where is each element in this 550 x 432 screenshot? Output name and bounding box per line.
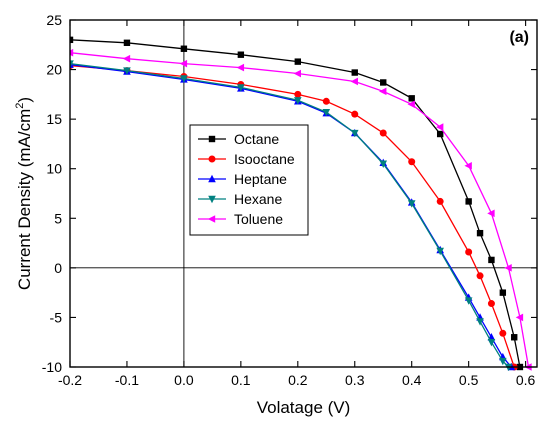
- data-point-isooctane: [294, 90, 302, 98]
- data-point-octane: [70, 36, 74, 44]
- data-point-toluene: [487, 209, 495, 218]
- data-point-octane: [294, 58, 302, 65]
- x-axis-title: Volatage (V): [257, 398, 351, 417]
- data-point-hexane: [487, 339, 496, 347]
- data-point-toluene: [122, 54, 131, 63]
- data-point-octane: [237, 51, 245, 58]
- data-point-hexane: [322, 109, 331, 117]
- data-point-octane: [465, 198, 472, 205]
- legend-marker-isooctane: [208, 155, 216, 163]
- data-point-octane: [408, 95, 415, 102]
- y-tick-label: -10: [42, 359, 62, 375]
- data-point-toluene: [435, 123, 444, 131]
- legend-marker-hexane: [208, 195, 216, 204]
- y-tick-label: 10: [46, 161, 62, 177]
- data-point-isooctane: [408, 158, 416, 166]
- data-point-hexane: [379, 160, 388, 168]
- legend-label-toluene: Toluene: [234, 211, 283, 227]
- data-point-toluene: [504, 264, 512, 272]
- x-tick-label: 0.5: [459, 372, 479, 388]
- data-point-isooctane: [351, 110, 359, 118]
- y-tick-label: -5: [50, 309, 63, 325]
- data-point-toluene: [179, 59, 188, 68]
- panel-label: (a): [509, 29, 529, 46]
- series-hexane: [70, 60, 513, 371]
- data-point-octane: [511, 334, 518, 341]
- x-tick-label: 0.4: [402, 372, 422, 388]
- data-point-hexane: [180, 75, 188, 83]
- legend-label-hexane: Hexane: [234, 191, 282, 207]
- data-point-isooctane: [465, 248, 473, 256]
- x-tick-label: 0.2: [288, 372, 308, 388]
- legend-marker-octane: [208, 135, 216, 143]
- x-tick-label: 0.3: [345, 372, 365, 388]
- series-line-toluene: [70, 52, 530, 368]
- legend-label-heptane: Heptane: [234, 171, 287, 187]
- axis-ticks: -0.2 -0.1 0.0 0.1 0.2 0.3 0.4 0.5 0.6 -10 -5 0 5 10 15…: [42, 12, 537, 388]
- plot-frame: [69, 19, 538, 368]
- y-tick-label: 0: [54, 260, 62, 276]
- data-point-hexane: [436, 247, 444, 256]
- data-point-hexane: [294, 97, 302, 105]
- data-point-hexane: [499, 357, 507, 366]
- data-point-toluene: [293, 69, 302, 78]
- series-layer: [70, 36, 532, 371]
- data-point-isooctane: [499, 329, 507, 337]
- data-point-toluene: [379, 87, 387, 96]
- data-point-toluene: [515, 313, 524, 322]
- legend-marker-toluene: [207, 215, 216, 223]
- data-point-octane: [380, 79, 387, 86]
- x-tick-label: 0.0: [174, 372, 194, 388]
- y-tick-label: 20: [46, 62, 62, 78]
- data-point-octane: [436, 130, 444, 138]
- data-point-octane: [499, 289, 507, 296]
- legend-marker-heptane: [208, 174, 216, 183]
- data-point-hexane: [237, 84, 245, 92]
- x-tick-label: -0.2: [58, 372, 82, 388]
- data-point-octane: [488, 256, 495, 264]
- y-axis-title: Current Density (mA/cm2): [14, 97, 34, 290]
- data-point-octane: [351, 69, 358, 76]
- data-point-octane: [180, 45, 188, 52]
- y-axis-title-end: ): [15, 97, 34, 103]
- y-tick-label: 5: [54, 210, 62, 226]
- data-point-octane: [476, 229, 484, 237]
- data-point-hexane: [407, 200, 416, 208]
- data-point-isooctane: [476, 272, 484, 280]
- data-point-toluene: [70, 48, 74, 57]
- x-tick-label: -0.1: [115, 372, 139, 388]
- data-point-toluene: [464, 161, 472, 170]
- y-axis-title-superscript: 2: [14, 103, 26, 109]
- series-octane: [70, 36, 524, 371]
- data-point-toluene: [407, 100, 415, 109]
- y-tick-label: 15: [46, 111, 62, 127]
- legend: Octane Isooctane Heptane Hexane Toluene: [189, 124, 309, 236]
- data-point-hexane: [476, 318, 484, 326]
- data-point-hexane: [123, 67, 131, 75]
- data-point-hexane: [350, 129, 359, 138]
- data-point-octane: [123, 39, 131, 47]
- legend-label-isooctane: Isooctane: [234, 151, 295, 167]
- x-tick-label: 0.6: [516, 372, 536, 388]
- series-toluene: [70, 48, 532, 371]
- data-point-isooctane: [487, 300, 495, 308]
- x-tick-label: 0.1: [231, 372, 251, 388]
- data-point-hexane: [70, 60, 74, 68]
- y-axis-title-main: Current Density (mA/cm: [15, 109, 34, 290]
- legend-label-octane: Octane: [234, 131, 279, 147]
- data-point-toluene: [236, 63, 245, 72]
- data-point-hexane: [464, 297, 473, 305]
- y-tick-label: 25: [46, 12, 62, 28]
- data-point-isooctane: [379, 129, 387, 137]
- data-point-isooctane: [322, 97, 330, 105]
- data-point-toluene: [350, 77, 358, 86]
- data-point-isooctane: [436, 197, 444, 205]
